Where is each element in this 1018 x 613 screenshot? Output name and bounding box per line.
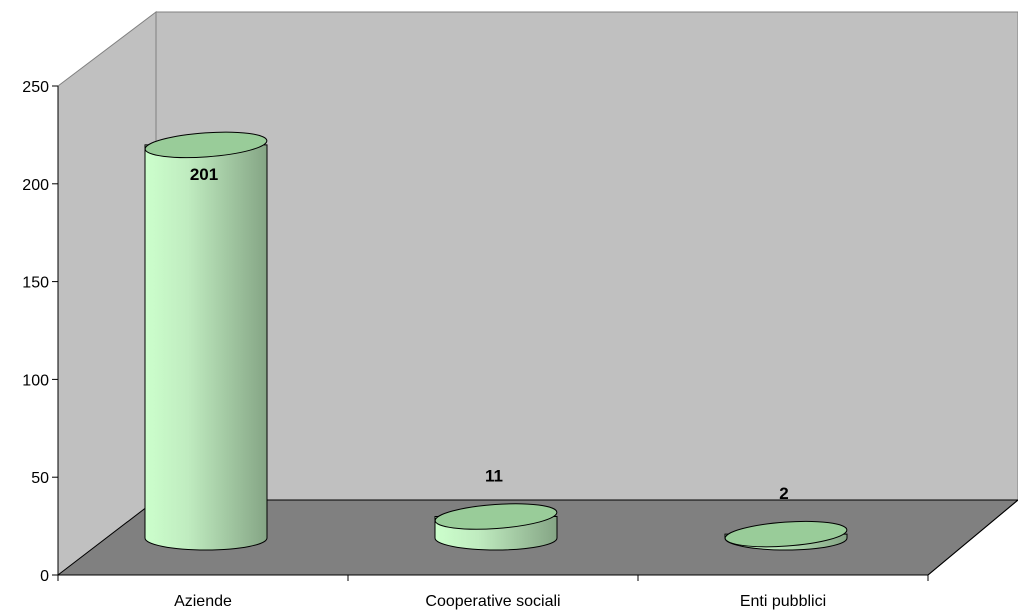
back-wall <box>155 11 1018 501</box>
y-tick-label: 150 <box>22 275 49 292</box>
data-labels: 201 11 2 <box>190 165 789 503</box>
floor-right-edge <box>927 499 1018 576</box>
side-wall <box>57 10 157 577</box>
data-label: 2 <box>779 484 788 503</box>
bars <box>144 131 848 551</box>
y-tick-label: 100 <box>22 372 49 389</box>
y-tick-label: 200 <box>22 177 49 194</box>
bar-top-cap <box>144 131 268 159</box>
bar-top-cap <box>724 520 848 548</box>
bar-cylinder <box>434 503 558 551</box>
x-axis-ticks: Aziende Cooperative sociali Enti pubblici <box>57 575 929 610</box>
y-tick-label: 50 <box>31 470 49 487</box>
y-axis-ticks: 0 50 100 150 200 250 <box>22 79 58 585</box>
category-label: Cooperative sociali <box>425 593 560 610</box>
data-label: 201 <box>190 165 218 184</box>
category-label: Aziende <box>174 593 232 610</box>
bar-top-cap <box>434 503 558 530</box>
category-label: Enti pubblici <box>740 593 826 610</box>
y-tick-label: 0 <box>40 568 49 585</box>
bar-cylinder <box>144 131 268 551</box>
data-label: 11 <box>485 466 503 485</box>
bar-body <box>144 144 268 551</box>
bar-cylinder <box>724 520 848 551</box>
y-tick-label: 250 <box>22 79 49 96</box>
